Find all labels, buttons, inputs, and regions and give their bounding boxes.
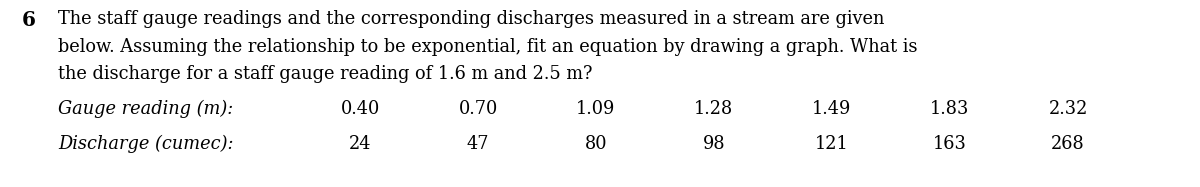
Text: 1.28: 1.28 — [695, 100, 733, 118]
Text: 0.70: 0.70 — [458, 100, 498, 118]
Text: the discharge for a staff gauge reading of 1.6 m and 2.5 m?: the discharge for a staff gauge reading … — [58, 65, 593, 83]
Text: 1.83: 1.83 — [930, 100, 970, 118]
Text: 6: 6 — [22, 10, 36, 30]
Text: 98: 98 — [703, 135, 725, 153]
Text: 0.40: 0.40 — [341, 100, 379, 118]
Text: below. Assuming the relationship to be exponential, fit an equation by drawing a: below. Assuming the relationship to be e… — [58, 38, 918, 56]
Text: 121: 121 — [815, 135, 848, 153]
Text: 80: 80 — [584, 135, 607, 153]
Text: 2.32: 2.32 — [1049, 100, 1087, 118]
Text: Gauge reading (m):: Gauge reading (m): — [58, 100, 233, 118]
Text: Discharge (cumec):: Discharge (cumec): — [58, 135, 234, 153]
Text: 47: 47 — [467, 135, 490, 153]
Text: 1.09: 1.09 — [576, 100, 616, 118]
Text: 24: 24 — [349, 135, 371, 153]
Text: 163: 163 — [934, 135, 967, 153]
Text: The staff gauge readings and the corresponding discharges measured in a stream a: The staff gauge readings and the corresp… — [58, 10, 884, 28]
Text: 1.49: 1.49 — [812, 100, 852, 118]
Text: 268: 268 — [1051, 135, 1085, 153]
